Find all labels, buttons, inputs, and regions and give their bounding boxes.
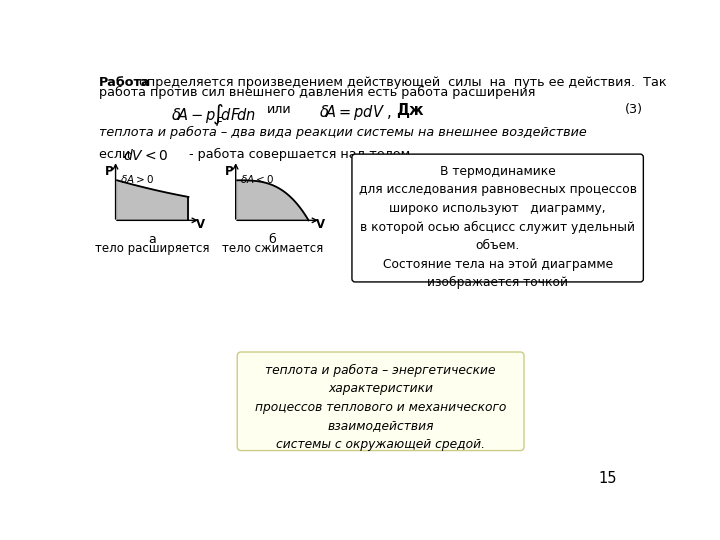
- Text: теплота и работа – два вида реакции системы на внешнее воздействие: теплота и работа – два вида реакции сист…: [99, 126, 587, 139]
- Text: (3): (3): [625, 103, 643, 116]
- Text: В термодинамике
для исследования равновесных процессов
широко используют   диагр: В термодинамике для исследования равнове…: [359, 165, 636, 289]
- Text: работа против сил внешнего давления есть работа расширения: работа против сил внешнего давления есть…: [99, 86, 536, 99]
- Text: определяется произведением действующей  силы  на  путь ее действия.  Так: определяется произведением действующей с…: [135, 76, 667, 89]
- Text: тело расширяется: тело расширяется: [95, 242, 210, 255]
- Text: $F$: $F$: [215, 117, 224, 130]
- Polygon shape: [117, 180, 189, 220]
- Text: $\delta A{>}0$: $\delta A{>}0$: [120, 173, 154, 185]
- Text: теплота и работа – энергетические
характеристики
процессов теплового и механичес: теплота и работа – энергетические характ…: [255, 363, 506, 451]
- Text: $\delta\!A = pdV\;,$: $\delta\!A = pdV\;,$: [319, 103, 391, 122]
- Text: - работа совершается над телом: - работа совершается над телом: [189, 148, 410, 161]
- Text: $\delta\!A - p\!\int\!dF\!dn$: $\delta\!A - p\!\int\!dF\!dn$: [171, 103, 256, 127]
- Text: $dV < 0$: $dV < 0$: [122, 148, 168, 163]
- Text: P: P: [104, 165, 113, 178]
- Text: или: или: [266, 103, 292, 116]
- Polygon shape: [238, 180, 309, 220]
- Text: V: V: [196, 218, 205, 231]
- Text: тело сжимается: тело сжимается: [222, 242, 323, 255]
- Text: $\delta A{<}0$: $\delta A{<}0$: [240, 173, 274, 185]
- Text: а: а: [148, 233, 156, 246]
- FancyBboxPatch shape: [352, 154, 644, 282]
- Text: P: P: [225, 165, 233, 178]
- Text: Работа: Работа: [99, 76, 151, 89]
- Text: Дж: Дж: [396, 103, 423, 118]
- Text: б: б: [269, 233, 276, 246]
- Text: если: если: [99, 148, 138, 161]
- Text: 15: 15: [598, 471, 617, 487]
- Text: V: V: [316, 218, 325, 231]
- FancyBboxPatch shape: [238, 352, 524, 450]
